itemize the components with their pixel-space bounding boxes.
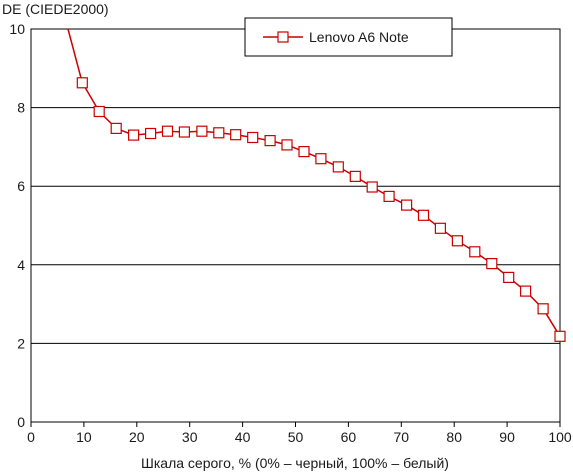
series-line xyxy=(67,28,561,337)
data-point-marker xyxy=(298,146,310,158)
data-point-marker xyxy=(196,125,208,137)
data-point-marker xyxy=(537,303,549,315)
y-tick-label: 8 xyxy=(17,100,25,116)
data-point-marker xyxy=(503,271,515,283)
data-point-marker xyxy=(145,127,157,140)
data-point-marker xyxy=(110,122,122,135)
y-tick-label: 2 xyxy=(17,335,25,351)
x-tick-label: 90 xyxy=(499,429,515,445)
data-point-marker xyxy=(230,129,242,141)
x-axis-title: Шкала серого, % (0% – черный, 100% – бел… xyxy=(141,455,449,471)
legend: Lenovo A6 Note xyxy=(244,17,453,57)
plot-frame xyxy=(30,28,561,423)
x-tick-label: 40 xyxy=(235,429,251,445)
y-tick-label: 10 xyxy=(9,21,25,37)
data-point-marker xyxy=(383,190,395,202)
data-point-marker xyxy=(178,126,190,138)
data-point-marker xyxy=(401,199,413,211)
data-point-marker xyxy=(128,129,140,141)
data-point-marker xyxy=(417,209,430,221)
data-point-marker xyxy=(434,222,446,234)
y-tick-label: 4 xyxy=(17,257,25,273)
x-tick-label: 30 xyxy=(182,429,198,445)
legend-series-marker xyxy=(277,31,289,43)
legend-series-label: Lenovo A6 Note xyxy=(309,29,409,45)
data-point-marker xyxy=(451,235,463,247)
data-point-marker xyxy=(247,131,259,144)
y-tick-label: 0 xyxy=(17,414,25,430)
data-point-marker xyxy=(519,285,532,297)
x-tick-label: 100 xyxy=(548,429,572,445)
x-tick-label: 10 xyxy=(76,429,92,445)
data-point-marker xyxy=(213,127,225,139)
x-tick-label: 80 xyxy=(446,429,462,445)
x-tick-label: 70 xyxy=(394,429,410,445)
x-tick-label: 60 xyxy=(341,429,357,445)
data-point-marker xyxy=(349,170,361,182)
data-point-marker xyxy=(366,181,378,193)
data-point-marker xyxy=(93,105,105,118)
y-tick-label: 6 xyxy=(17,178,25,194)
grid-layer xyxy=(31,107,560,344)
data-point-marker xyxy=(554,330,566,342)
data-point-marker xyxy=(332,161,344,173)
x-tick-label: 50 xyxy=(288,429,304,445)
y-axis-title: DE (CIEDE2000) xyxy=(2,1,109,17)
x-tick-label: 0 xyxy=(27,429,35,445)
data-point-marker xyxy=(281,139,293,151)
series-layer xyxy=(67,28,566,342)
x-tick-label: 20 xyxy=(129,429,145,445)
data-point-marker xyxy=(315,153,327,165)
data-point-marker xyxy=(161,125,174,137)
data-point-marker xyxy=(76,77,88,89)
data-point-marker xyxy=(264,135,276,147)
data-point-marker xyxy=(486,258,498,270)
data-point-marker xyxy=(469,246,481,258)
